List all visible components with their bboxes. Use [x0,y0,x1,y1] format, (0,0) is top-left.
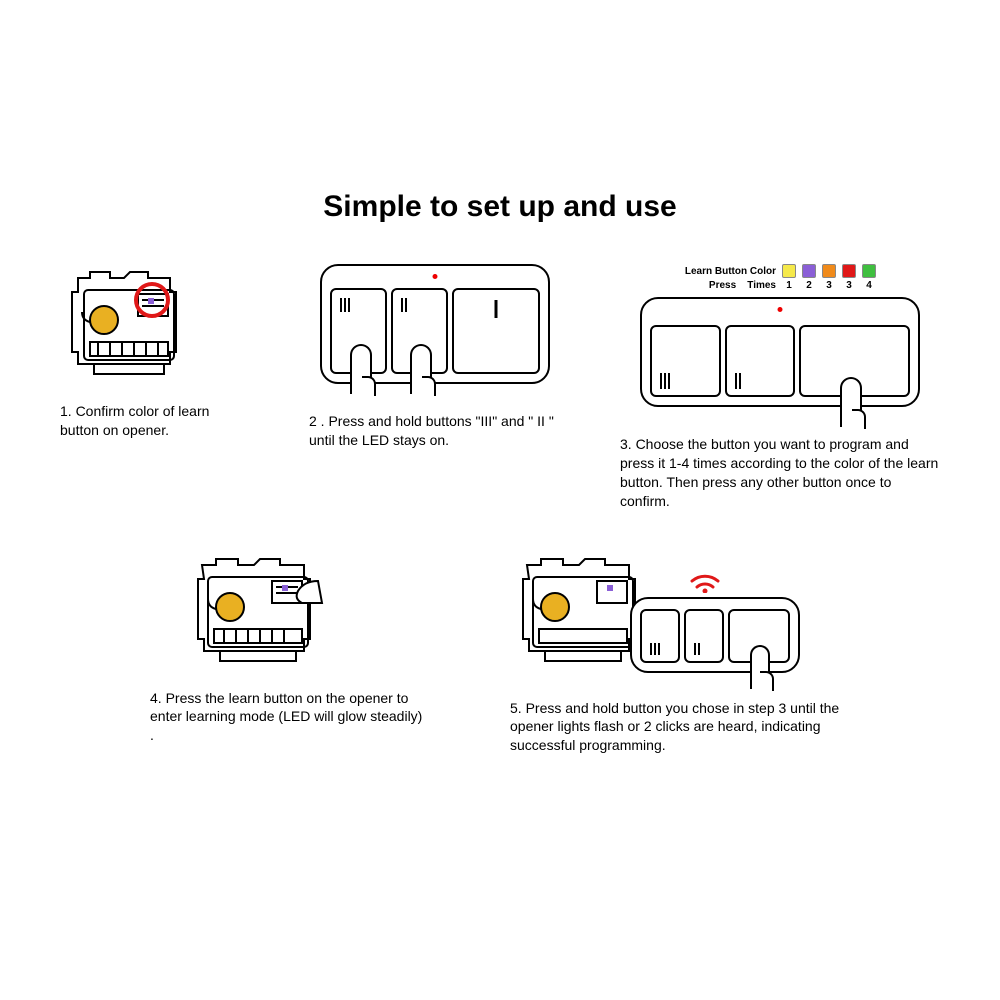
step-2-text: 2 . Press and hold buttons "III" and " I… [309,412,565,450]
led-icon [433,274,438,279]
remote-button-2 [725,325,796,397]
remote-diagram-icon [640,297,920,407]
legend-times: 1 [782,280,796,291]
step-5-text: 5. Press and hold button you chose in st… [510,699,870,756]
swatch-icon [822,264,836,278]
remote-button-3 [640,609,680,663]
step-1-text: 1. Confirm color of learn button on open… [60,402,250,440]
step-1: 1. Confirm color of learn button on open… [60,264,250,440]
swatch-icon [842,264,856,278]
color-legend: Learn Button Color Press Times 1 2 3 3 4 [680,264,940,291]
legend-times: 3 [822,280,836,291]
swatch-icon [802,264,816,278]
remote-button-1 [452,288,540,374]
finger-icon [410,344,432,394]
swatch-icon [862,264,876,278]
remote-button-2 [684,609,724,663]
step-2: 2 . Press and hold buttons "III" and " I… [305,264,565,450]
step-5: 5. Press and hold button you chose in st… [510,551,870,756]
opener-diagram-icon [190,551,330,681]
page-title: Simple to set up and use [60,190,940,224]
legend-times: 4 [862,280,876,291]
step-3-text: 3. Choose the button you want to program… [620,435,940,511]
legend-label-color: Learn Button Color [680,266,776,277]
led-icon [778,307,783,312]
step-4-text: 4. Press the learn button on the opener … [150,689,430,746]
finger-icon [350,344,372,394]
finger-icon [840,377,862,427]
legend-times: 2 [802,280,816,291]
legend-times: 3 [842,280,856,291]
remote-diagram-icon [630,597,800,673]
opener-diagram-icon [60,264,190,394]
swatch-icon [782,264,796,278]
remote-button-3 [650,325,721,397]
wifi-icon [688,565,722,593]
legend-label-times: Press Times [680,280,776,291]
finger-icon [750,645,770,689]
step-4: 4. Press the learn button on the opener … [130,551,430,756]
step-3: Learn Button Color Press Times 1 2 3 3 4 [620,264,940,511]
